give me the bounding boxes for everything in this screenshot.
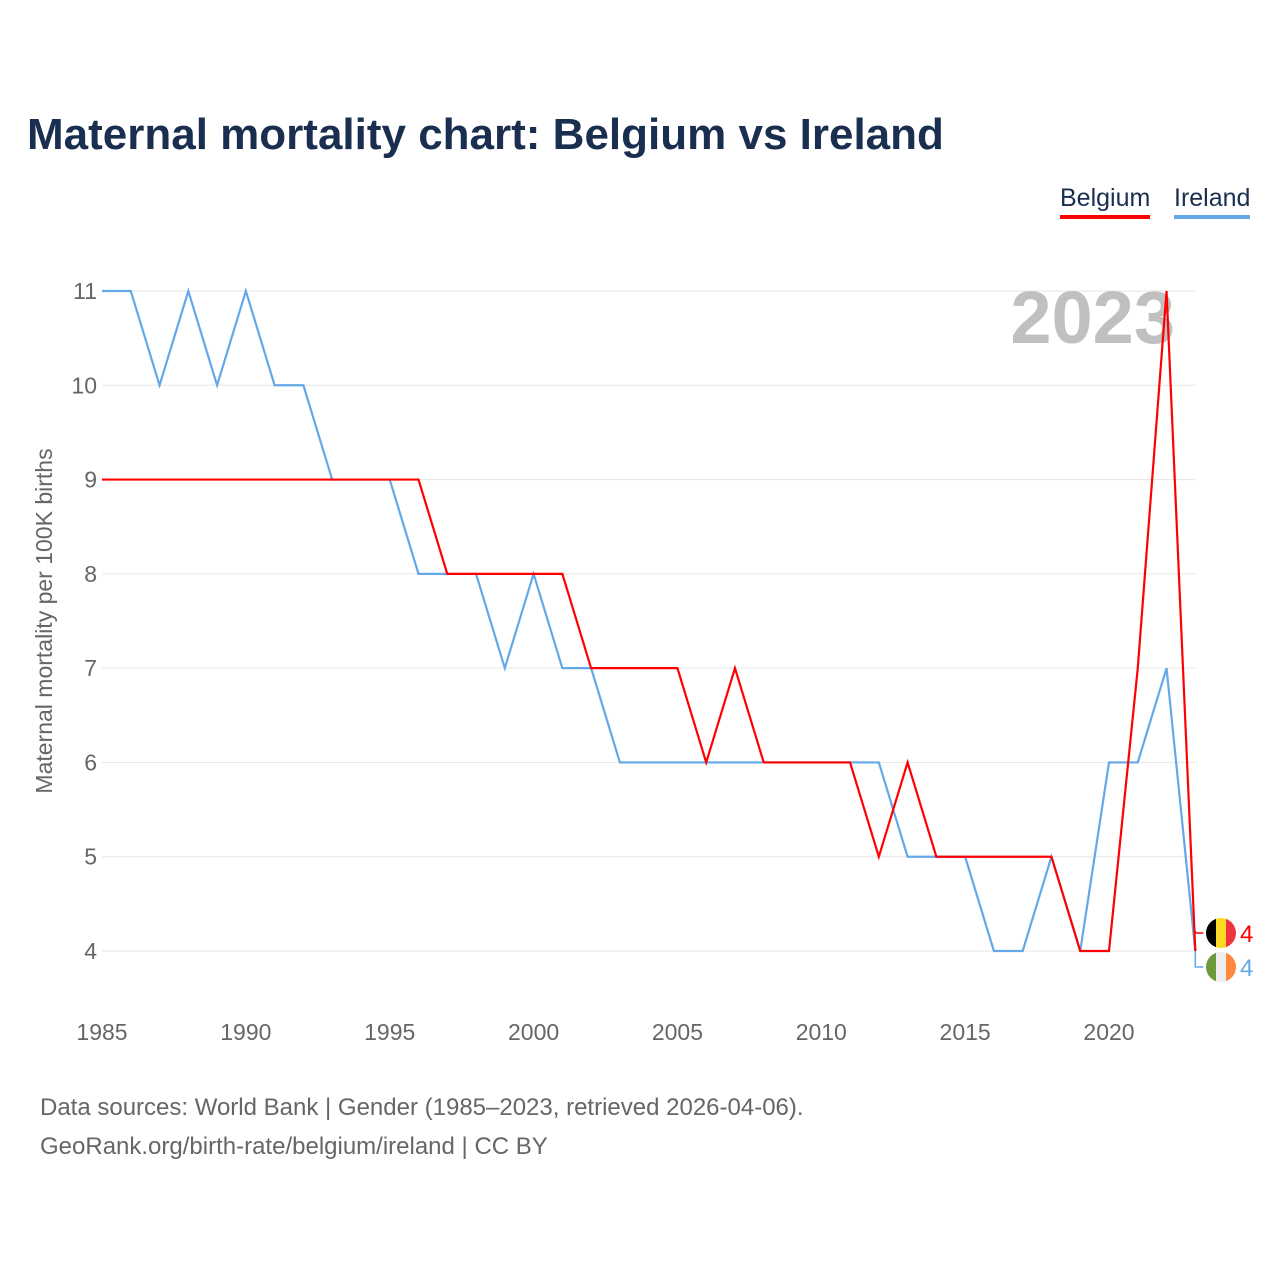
y-tick-label: 6 bbox=[84, 749, 97, 775]
belgium-flag-icon bbox=[1206, 918, 1216, 948]
end-connector bbox=[1194, 931, 1204, 934]
series-line-ireland bbox=[102, 287, 1197, 953]
x-tick-label: 2020 bbox=[1083, 1019, 1134, 1045]
end-value-label: 4 bbox=[1240, 921, 1253, 948]
y-tick-label: 11 bbox=[73, 278, 97, 304]
source-line-2[interactable]: GeoRank.org/birth-rate/belgium/ireland |… bbox=[40, 1133, 548, 1160]
ireland-flag-icon bbox=[1206, 952, 1216, 982]
end-value-label: 4 bbox=[1240, 955, 1253, 982]
legend-ireland[interactable]: Ireland bbox=[1174, 184, 1251, 219]
x-tick-label: 2000 bbox=[508, 1019, 559, 1045]
legend-belgium[interactable]: Belgium bbox=[1060, 184, 1151, 219]
belgium-flag-icon bbox=[1216, 918, 1226, 948]
ireland-flag-icon bbox=[1216, 952, 1226, 982]
y-tick-label: 7 bbox=[84, 655, 97, 681]
y-tick-label: 4 bbox=[84, 938, 97, 964]
belgium-flag-icon bbox=[1226, 918, 1236, 948]
x-tick-label: 2010 bbox=[796, 1019, 847, 1045]
year-watermark: 2023 bbox=[1010, 276, 1175, 359]
source-note: Data sources: World Bank | Gender (1985–… bbox=[40, 1088, 804, 1166]
y-tick-label: 8 bbox=[84, 561, 97, 587]
source-line-1: Data sources: World Bank | Gender (1985–… bbox=[40, 1094, 804, 1121]
ireland-flag-icon bbox=[1226, 952, 1236, 982]
series-line-belgium bbox=[102, 290, 1197, 953]
x-tick-label: 2005 bbox=[652, 1019, 703, 1045]
y-tick-label: 9 bbox=[84, 467, 97, 493]
x-tick-label: 2015 bbox=[940, 1019, 991, 1045]
chart-title: Maternal mortality chart: Belgium vs Ire… bbox=[27, 110, 944, 159]
x-tick-label: 1990 bbox=[220, 1019, 271, 1045]
end-connector bbox=[1194, 951, 1204, 968]
x-tick-label: 1985 bbox=[76, 1019, 127, 1045]
y-axis-label: Maternal mortality per 100K births bbox=[31, 448, 57, 793]
y-tick-label: 10 bbox=[71, 372, 97, 398]
y-tick-label: 5 bbox=[84, 844, 97, 870]
x-tick-label: 1995 bbox=[364, 1019, 415, 1045]
